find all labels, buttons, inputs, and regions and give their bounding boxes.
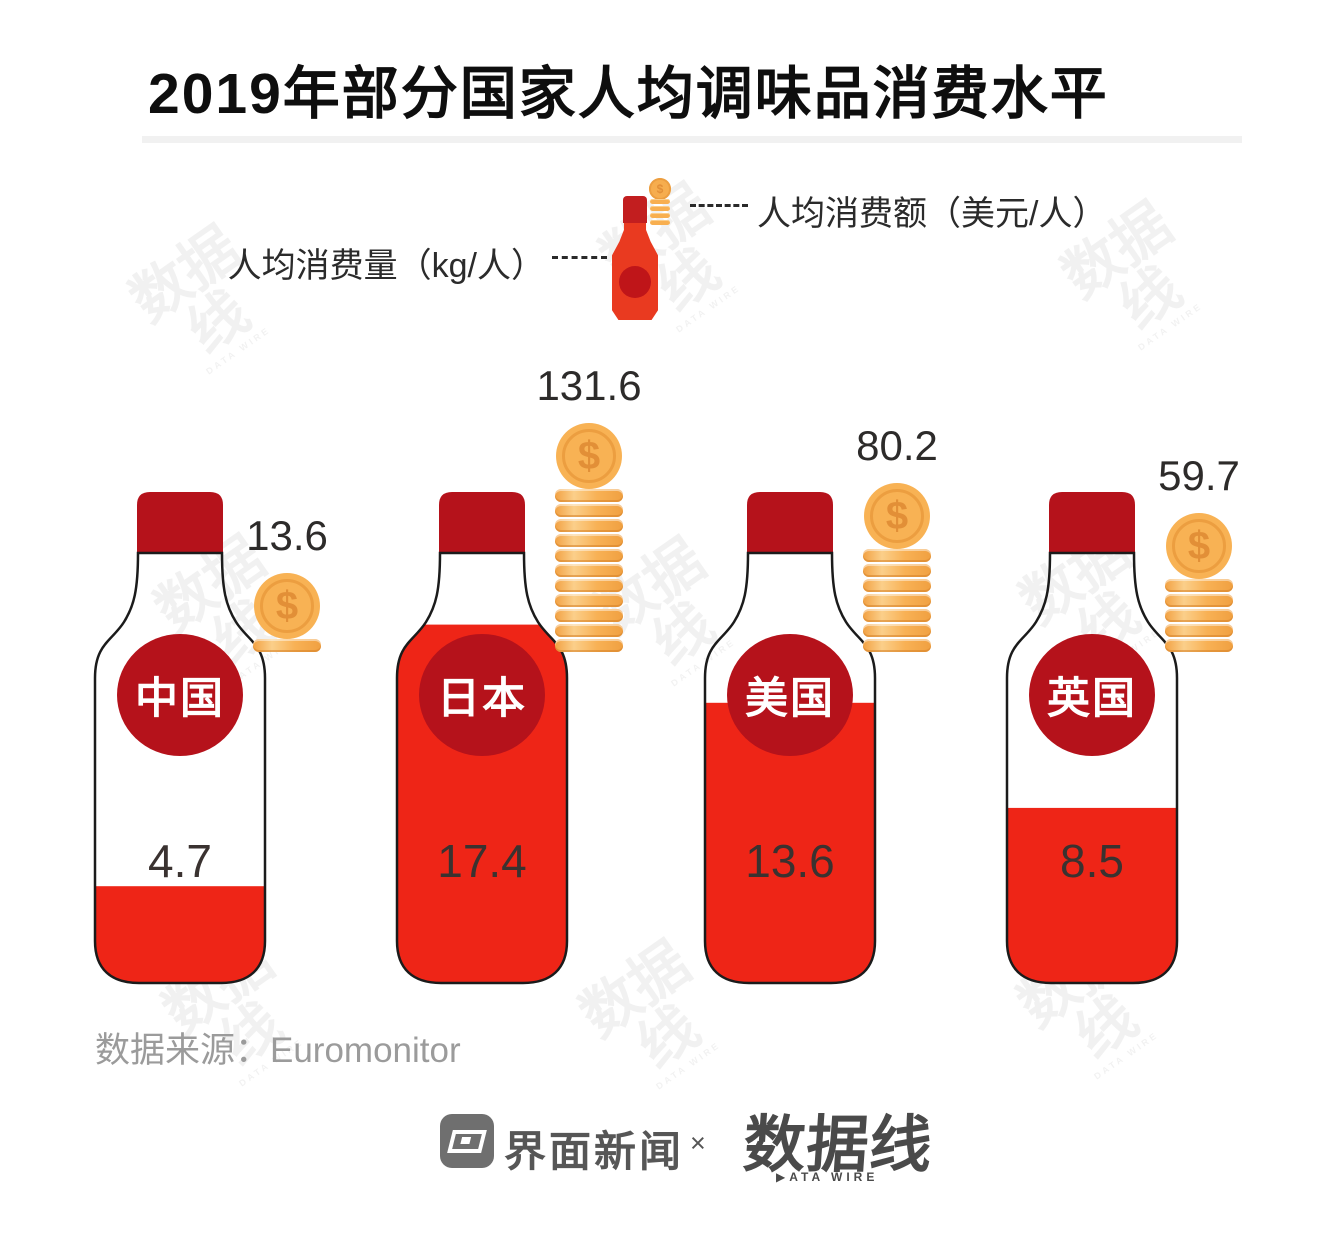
- coin: [555, 639, 623, 652]
- title-divider: [142, 136, 1242, 143]
- coin-column-uk: 59.7 $: [1158, 452, 1240, 652]
- bottle-outline: [703, 551, 877, 985]
- coin: [555, 549, 623, 562]
- bottle-fill: [95, 886, 265, 983]
- coin: [863, 564, 931, 577]
- coin-stack: [253, 637, 321, 652]
- bottle-outline: [395, 551, 569, 985]
- jiemian-logo-icon: [440, 1114, 494, 1168]
- coin: [555, 564, 623, 577]
- country-label-usa: 美国: [727, 634, 853, 756]
- usd-value-uk: 59.7: [1158, 452, 1240, 499]
- bottle-fill: [1007, 807, 1177, 983]
- country-label-china: 中国: [117, 634, 243, 756]
- bottle-cap: [747, 492, 833, 553]
- dollar-sign: $: [1187, 523, 1211, 568]
- bottle-cap: [1049, 492, 1135, 553]
- country-label-japan: 日本: [419, 634, 545, 756]
- coin: [555, 489, 623, 502]
- dollar-sign: $: [577, 433, 601, 478]
- kg-value-usa: 13.6: [745, 835, 835, 887]
- country-name: 中国: [135, 675, 225, 723]
- kg-value-japan: 17.4: [437, 835, 527, 887]
- dollar-sign: $: [275, 583, 299, 628]
- legend-coin: [650, 213, 670, 218]
- coin-column-usa: 80.2 $: [856, 422, 938, 652]
- coin: [555, 594, 623, 607]
- legend-bottle-label-circle: [619, 266, 651, 298]
- bottle-outline: [1005, 551, 1179, 985]
- coin: [1165, 639, 1233, 652]
- legend-dash-right: [690, 204, 748, 207]
- legend-bottle-cap: [623, 196, 647, 223]
- coin: [253, 639, 321, 652]
- coin-column-japan: 131.6 $: [536, 362, 642, 652]
- page-title: 2019年部分国家人均调味品消费水平: [148, 62, 1109, 126]
- coin-stack: [863, 547, 931, 652]
- usd-value-japan: 131.6: [536, 362, 642, 409]
- coin: [863, 549, 931, 562]
- legend-coins-icon: $: [648, 178, 672, 225]
- coin: [1165, 624, 1233, 637]
- coin-stack: [555, 487, 623, 652]
- bottle-china: [93, 492, 267, 985]
- legend-coin: [650, 199, 670, 204]
- country-label-uk: 英国: [1029, 634, 1155, 756]
- legend-dash-left: [552, 256, 607, 259]
- coin: [1165, 594, 1233, 607]
- coin: [863, 609, 931, 622]
- coin-column-china: 13.6 $: [246, 512, 328, 652]
- dollar-coin-icon: $: [864, 483, 930, 549]
- datawire-logo-subtext: ▶ATA WIRE: [776, 1170, 879, 1184]
- legend-value-label: 人均消费额（美元/人）: [757, 195, 1107, 233]
- legend-quantity-label: 人均消费量（kg/人）: [227, 247, 545, 285]
- coin: [863, 594, 931, 607]
- coin: [863, 624, 931, 637]
- legend-coin: [650, 206, 670, 211]
- country-name: 美国: [745, 675, 835, 723]
- bottle-uk: [1005, 492, 1179, 985]
- kg-value-china: 4.7: [148, 835, 212, 887]
- dollar-coin-icon: $: [1166, 513, 1232, 579]
- usd-value-china: 13.6: [246, 512, 328, 559]
- usd-value-usa: 80.2: [856, 422, 938, 469]
- legend-dollar-coin-icon: $: [649, 178, 671, 200]
- country-name: 日本: [437, 675, 527, 723]
- coin: [863, 579, 931, 592]
- coin: [555, 519, 623, 532]
- dollar-coin-icon: $: [254, 573, 320, 639]
- dollar-sign: $: [656, 182, 664, 196]
- coin: [555, 609, 623, 622]
- coin: [863, 639, 931, 652]
- footer-separator: ×: [690, 1128, 706, 1158]
- legend-coin: [650, 220, 670, 225]
- dollar-sign: $: [885, 493, 909, 538]
- country-name: 英国: [1047, 675, 1137, 723]
- coin: [555, 504, 623, 517]
- coin-stack: [1165, 577, 1233, 652]
- coin: [555, 624, 623, 637]
- coin: [555, 534, 623, 547]
- jiemian-logo-text: 界面新闻: [504, 1128, 685, 1175]
- coin: [1165, 609, 1233, 622]
- coin: [555, 579, 623, 592]
- legend-bottle-icon: [612, 196, 658, 320]
- dollar-coin-icon: $: [556, 423, 622, 489]
- bottle-cap: [439, 492, 525, 553]
- jiemian-glyph: [447, 1129, 487, 1153]
- coin: [1165, 579, 1233, 592]
- data-source: 数据来源：Euromonitor: [95, 1031, 461, 1070]
- bottle-cap: [137, 492, 223, 553]
- bottle-outline: [93, 551, 267, 985]
- kg-value-uk: 8.5: [1060, 835, 1124, 887]
